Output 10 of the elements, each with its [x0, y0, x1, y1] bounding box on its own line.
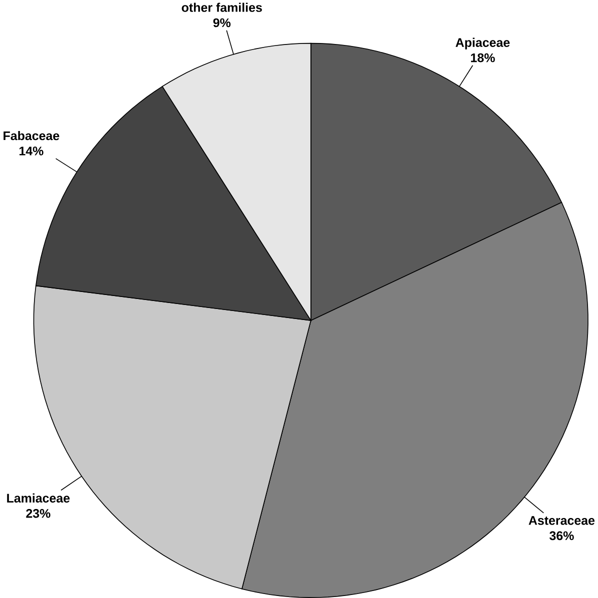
slice-label: other families [182, 2, 262, 12]
data-label: 14% [20, 146, 44, 156]
slice-label: Apiaceae [456, 38, 510, 50]
data-label: 23% [26, 508, 50, 518]
slice-label: Lamiaceae [7, 493, 70, 503]
slice-label: Fabaceae [4, 131, 60, 140]
data-label: 9% [213, 18, 231, 28]
slice-label: Asteraceae [528, 516, 595, 525]
data-label: 18% [471, 53, 495, 62]
data-label: 36% [550, 531, 574, 540]
